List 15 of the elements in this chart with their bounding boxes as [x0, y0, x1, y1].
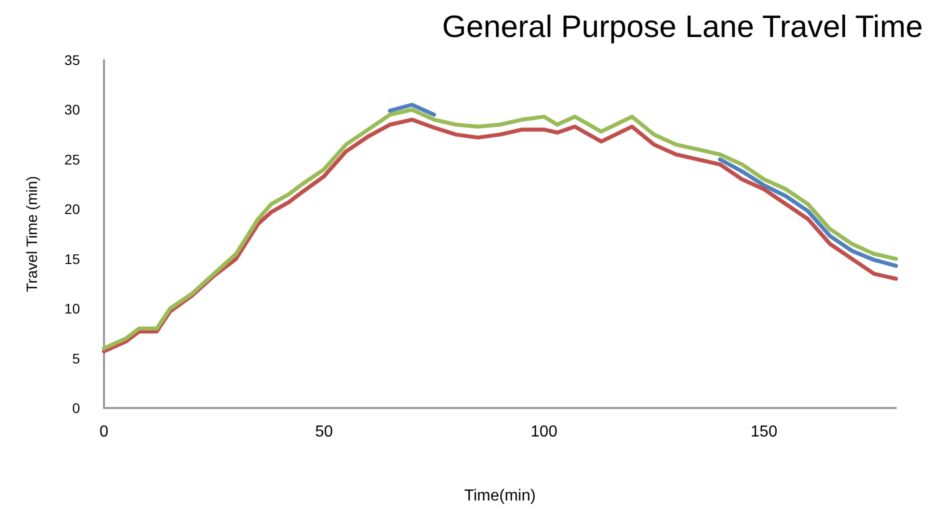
y-tick-label: 15 [64, 250, 80, 267]
x-tick-label: 0 [100, 424, 109, 440]
y-tick-label: 0 [72, 400, 80, 416]
y-tick-label: 20 [64, 201, 80, 218]
y-tick-label: 10 [64, 300, 80, 317]
y-axis-title: Travel Time (min) [24, 176, 41, 292]
y-tick-label: 5 [72, 350, 80, 366]
chart-title: General Purpose Lane Travel Time [442, 9, 923, 44]
y-tick-label: 25 [64, 151, 80, 168]
x-tick-label: 150 [750, 424, 778, 440]
x-tick-label: 100 [530, 424, 558, 440]
x-tick-label: 50 [315, 424, 333, 440]
y-tick-label: 35 [64, 52, 80, 68]
x-axis-title: Time(min) [464, 488, 536, 504]
y-tick-label: 30 [64, 102, 80, 118]
